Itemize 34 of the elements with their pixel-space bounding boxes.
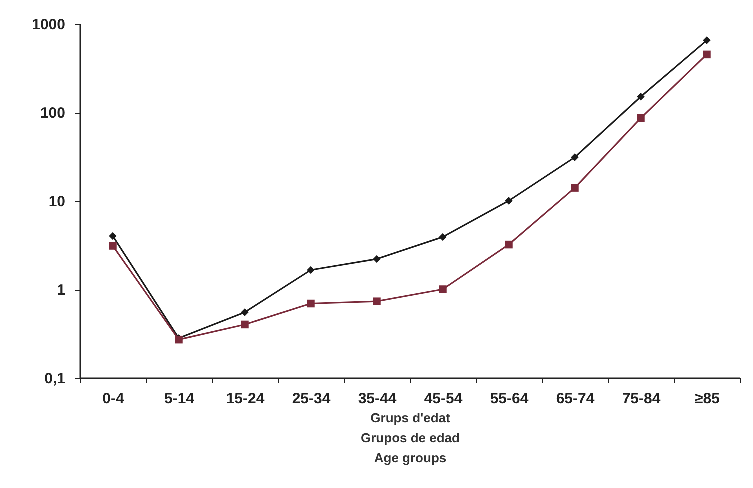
point xyxy=(241,308,249,316)
point xyxy=(637,93,645,101)
point xyxy=(637,114,645,122)
x-tick-label: 35-44 xyxy=(358,390,398,408)
x-tick-label: 75-84 xyxy=(622,390,662,408)
point xyxy=(571,184,579,192)
point xyxy=(703,36,711,44)
x-tick-label: ≥85 xyxy=(695,390,720,408)
x-axis-title: Grups d'edat Grupos de edad Age groups xyxy=(361,410,460,466)
x-tick-label: 5-14 xyxy=(164,390,196,408)
point xyxy=(109,242,117,250)
point xyxy=(703,50,711,59)
x-tick-label: 0-4 xyxy=(102,390,125,408)
x-tick-label: 55-64 xyxy=(490,390,530,408)
x-tick-label: 45-54 xyxy=(424,390,464,408)
point xyxy=(307,300,315,308)
y-tick-label: 10 xyxy=(48,194,66,210)
point xyxy=(439,286,447,294)
point xyxy=(307,266,315,274)
y-tick-label: 1000 xyxy=(32,16,66,34)
point xyxy=(373,298,381,306)
y-tick-label: 0,1 xyxy=(44,370,66,388)
y-tick-label: 1 xyxy=(57,282,66,299)
x-tick-label: 25-34 xyxy=(292,390,332,408)
point xyxy=(439,233,447,242)
point xyxy=(373,255,381,264)
y-tick-label: 100 xyxy=(40,105,66,122)
point xyxy=(505,197,513,205)
point xyxy=(571,154,579,162)
point xyxy=(505,240,513,249)
point xyxy=(241,320,249,329)
x-tick-label: 15-24 xyxy=(226,390,266,408)
x-tick-label: 65-74 xyxy=(556,390,596,408)
point xyxy=(109,232,117,240)
